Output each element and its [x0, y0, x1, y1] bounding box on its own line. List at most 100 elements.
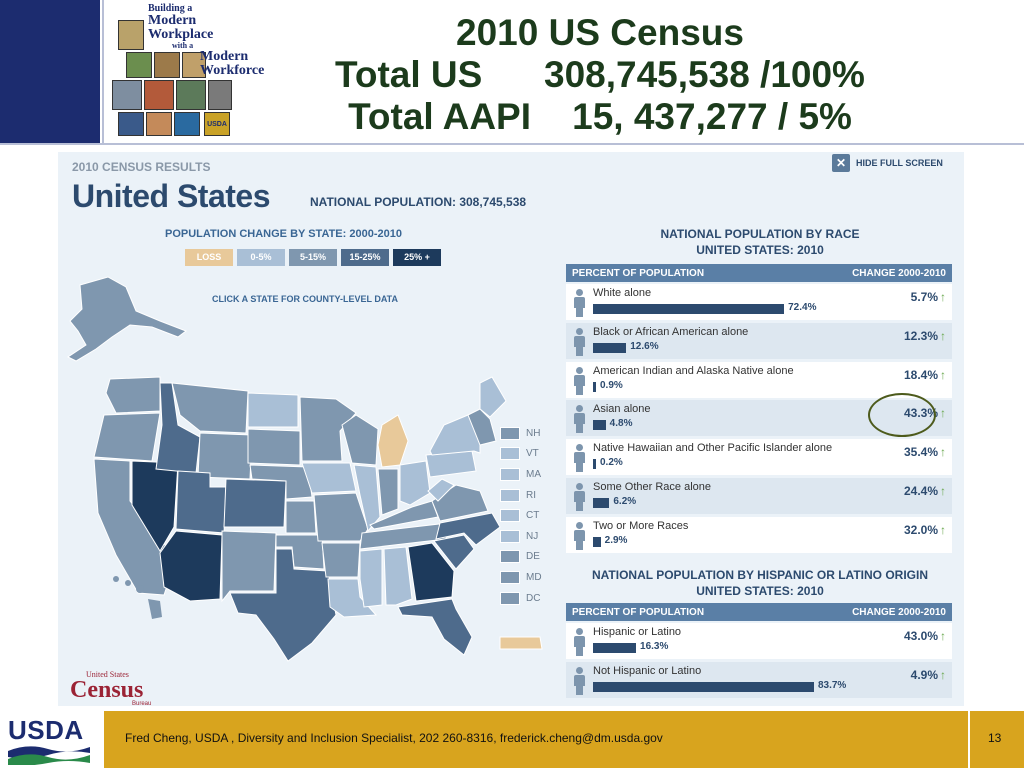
small-state-label: NH	[526, 427, 541, 439]
state-new-mexico	[221, 530, 277, 603]
small-state-vt[interactable]: VT	[500, 444, 542, 465]
small-state-md[interactable]: MD	[500, 567, 542, 588]
map-title: POPULATION CHANGE BY STATE: 2000-2010	[165, 228, 402, 240]
small-state-label: MD	[526, 571, 542, 583]
person-icon	[572, 366, 586, 395]
race-change: 18.4% ↑	[904, 368, 946, 382]
state-indiana	[377, 468, 399, 516]
small-state-ri[interactable]: RI	[500, 485, 542, 506]
state-arizona	[159, 530, 223, 602]
hispanic-label: Not Hispanic or Latino	[593, 664, 702, 677]
race-row: White alone 72.4% 5.7% ↑	[566, 284, 952, 320]
small-state-de[interactable]: DE	[500, 547, 542, 568]
race-label: Two or More Races	[593, 519, 689, 532]
hispanic-bar	[593, 681, 814, 692]
census-logo-main: Census	[70, 677, 144, 703]
small-state-label: RI	[526, 489, 536, 501]
state-maine	[479, 376, 507, 418]
state-south-carolina	[433, 534, 475, 570]
state-washington	[105, 376, 161, 414]
small-state-nh[interactable]: NH	[500, 423, 542, 444]
small-state-dc[interactable]: DC	[500, 588, 542, 609]
legend-15-25: 15-25%	[341, 249, 389, 266]
race-label: Some Other Race alone	[593, 481, 712, 493]
state-hawaii-1	[113, 576, 119, 582]
race-chart-subtitle: UNITED STATES: 2010	[696, 243, 824, 257]
state-iowa	[301, 462, 357, 494]
footer: USDA Fred Cheng, USDA , Diversity and In…	[0, 711, 1024, 768]
state-hawaii-4	[148, 599, 162, 619]
census-kicker: 2010 CENSUS RESULTS	[72, 160, 211, 174]
race-bar	[593, 381, 596, 392]
hispanic-table-header: PERCENT OF POPULATION CHANGE 2000-2010	[566, 603, 952, 621]
logo-line-6: Workforce	[200, 63, 265, 78]
country-title: United States	[72, 178, 270, 214]
state-alaska	[67, 276, 188, 362]
footer-bar	[104, 711, 968, 768]
race-bar	[593, 536, 601, 547]
state-utah	[175, 470, 227, 534]
state-texas	[229, 548, 337, 662]
race-change: 5.7% ↑	[911, 290, 946, 304]
race-table-header: PERCENT OF POPULATION CHANGE 2000-2010	[566, 264, 952, 282]
state-wyoming	[197, 432, 253, 480]
race-label: American Indian and Alaska Native alone	[593, 364, 794, 377]
hispanic-change: 43.0% ↑	[904, 629, 946, 643]
state-hawaii-3	[136, 585, 144, 593]
race-value-label: 6.2%	[613, 496, 637, 507]
state-kansas	[285, 500, 317, 534]
state-montana	[171, 382, 249, 434]
state-minnesota	[299, 396, 357, 462]
header-divider-vertical	[102, 0, 104, 143]
race-chart-title: NATIONAL POPULATION BY RACE	[660, 227, 860, 241]
race-change-value: 18.4%	[903, 367, 938, 382]
usda-logo-text: USDA	[8, 715, 84, 745]
usda-logo: USDA	[8, 715, 90, 765]
state-arkansas	[321, 542, 361, 578]
race-value-label: 12.6%	[630, 340, 659, 352]
race-value-label: 2.9%	[604, 534, 628, 546]
hide-full-screen-button[interactable]: ✕ HIDE FULL SCREEN	[832, 154, 943, 172]
logo-line-5: Modern	[200, 49, 249, 64]
race-change: 24.4% ↑	[904, 484, 946, 498]
small-state-nj[interactable]: NJ	[500, 526, 542, 547]
race-row: Some Other Race alone 6.2% 24.4% ↑	[566, 478, 952, 514]
race-change-value: 24.4%	[903, 484, 938, 498]
hispanic-change: 4.9% ↑	[911, 668, 946, 682]
arrow-up-icon: ↑	[940, 290, 946, 304]
state-georgia	[407, 542, 455, 602]
small-states-list: NH VT MA RI CT NJ DE MD DC	[500, 423, 542, 608]
arrow-up-icon: ↑	[940, 484, 946, 498]
footer-separator-2	[968, 711, 970, 768]
modern-workplace-logo: USDA Building a Modern Workplace with a …	[112, 4, 272, 136]
state-alabama	[383, 546, 413, 606]
arrow-up-icon: ↑	[940, 522, 946, 537]
race-value-label: 0.2%	[600, 457, 623, 469]
race-row: Native Hawaiian and Other Pacific Island…	[566, 439, 952, 476]
collapse-icon: ✕	[832, 154, 850, 172]
hispanic-chart-title: NATIONAL POPULATION BY HISPANIC OR LATIN…	[591, 568, 928, 582]
us-population-change-map[interactable]	[60, 265, 560, 665]
state-hawaii-2	[125, 580, 131, 586]
header-divider-horizontal	[0, 143, 1024, 145]
footer-contact-text: Fred Cheng, USDA , Diversity and Inclusi…	[125, 731, 663, 745]
state-west-virginia	[427, 478, 455, 502]
footer-separator	[101, 711, 103, 768]
hide-full-screen-label: HIDE FULL SCREEN	[856, 158, 943, 168]
state-colorado	[223, 478, 287, 528]
race-bar	[593, 459, 596, 470]
logo-photo-tiles: USDA	[112, 16, 272, 136]
hispanic-change-value: 4.9%	[910, 667, 938, 682]
state-michigan	[377, 414, 409, 468]
state-wisconsin	[341, 414, 379, 466]
race-change: 32.0% ↑	[904, 523, 946, 537]
hispanic-header-left: PERCENT OF POPULATION	[572, 606, 705, 618]
race-change: 35.4% ↑	[904, 445, 946, 459]
person-icon	[572, 666, 586, 695]
logo-line-1: Building a	[148, 3, 193, 14]
small-state-ma[interactable]: MA	[500, 464, 542, 485]
person-icon	[572, 444, 586, 473]
race-row: Two or More Races 2.9% 32.0% ↑	[566, 516, 952, 553]
small-state-ct[interactable]: CT	[500, 505, 542, 526]
person-icon	[572, 628, 586, 656]
